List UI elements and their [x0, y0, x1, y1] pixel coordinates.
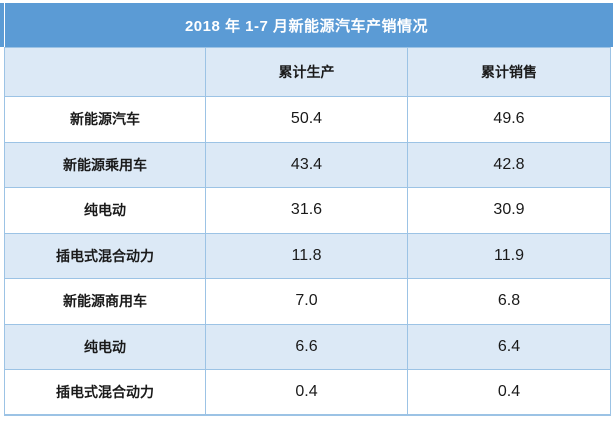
table-row: 纯电动 6.6 6.4 [4, 323, 611, 370]
table-title-bar: 2018 年 1-7 月新能源汽车产销情况 [0, 3, 613, 47]
column-header-production: 累计生产 [205, 47, 408, 97]
table-row: 新能源商用车 7.0 6.8 [4, 278, 611, 325]
row-label: 插电式混合动力 [4, 232, 206, 279]
table-row: 新能源汽车 50.4 49.6 [4, 96, 611, 143]
row-label: 插电式混合动力 [4, 369, 206, 416]
column-header-category [4, 47, 206, 97]
production-value: 7.0 [205, 278, 408, 325]
row-label: 纯电动 [4, 187, 206, 234]
table-title: 2018 年 1-7 月新能源汽车产销情况 [184, 17, 429, 35]
production-value: 6.6 [205, 323, 408, 370]
row-label: 纯电动 [4, 323, 206, 370]
production-value: 0.4 [205, 369, 408, 416]
sales-value: 11.9 [407, 232, 611, 279]
production-sales-table: 累计生产 累计销售 新能源汽车 50.4 49.6 新能源乘用车 43.4 42… [4, 47, 611, 416]
row-label: 新能源乘用车 [4, 141, 206, 188]
sales-value: 49.6 [407, 96, 611, 143]
sales-value: 6.4 [407, 323, 611, 370]
table-row: 新能源乘用车 43.4 42.8 [4, 141, 611, 188]
table-row: 插电式混合动力 11.8 11.9 [4, 232, 611, 279]
table-header-row: 累计生产 累计销售 [4, 47, 611, 97]
sales-value: 42.8 [407, 141, 611, 188]
production-value: 11.8 [205, 232, 408, 279]
production-value: 50.4 [205, 96, 408, 143]
title-left-divider [4, 3, 5, 47]
production-value: 31.6 [205, 187, 408, 234]
production-value: 43.4 [205, 141, 408, 188]
sales-value: 30.9 [407, 187, 611, 234]
column-header-sales: 累计销售 [407, 47, 611, 97]
sales-value: 6.8 [407, 278, 611, 325]
table-container: 累计生产 累计销售 新能源汽车 50.4 49.6 新能源乘用车 43.4 42… [4, 47, 611, 416]
table-row: 插电式混合动力 0.4 0.4 [4, 369, 611, 416]
table-row: 纯电动 31.6 30.9 [4, 187, 611, 234]
row-label: 新能源汽车 [4, 96, 206, 143]
sales-value: 0.4 [407, 369, 611, 416]
row-label: 新能源商用车 [4, 278, 206, 325]
table-body: 新能源汽车 50.4 49.6 新能源乘用车 43.4 42.8 纯电动 31.… [4, 96, 611, 416]
